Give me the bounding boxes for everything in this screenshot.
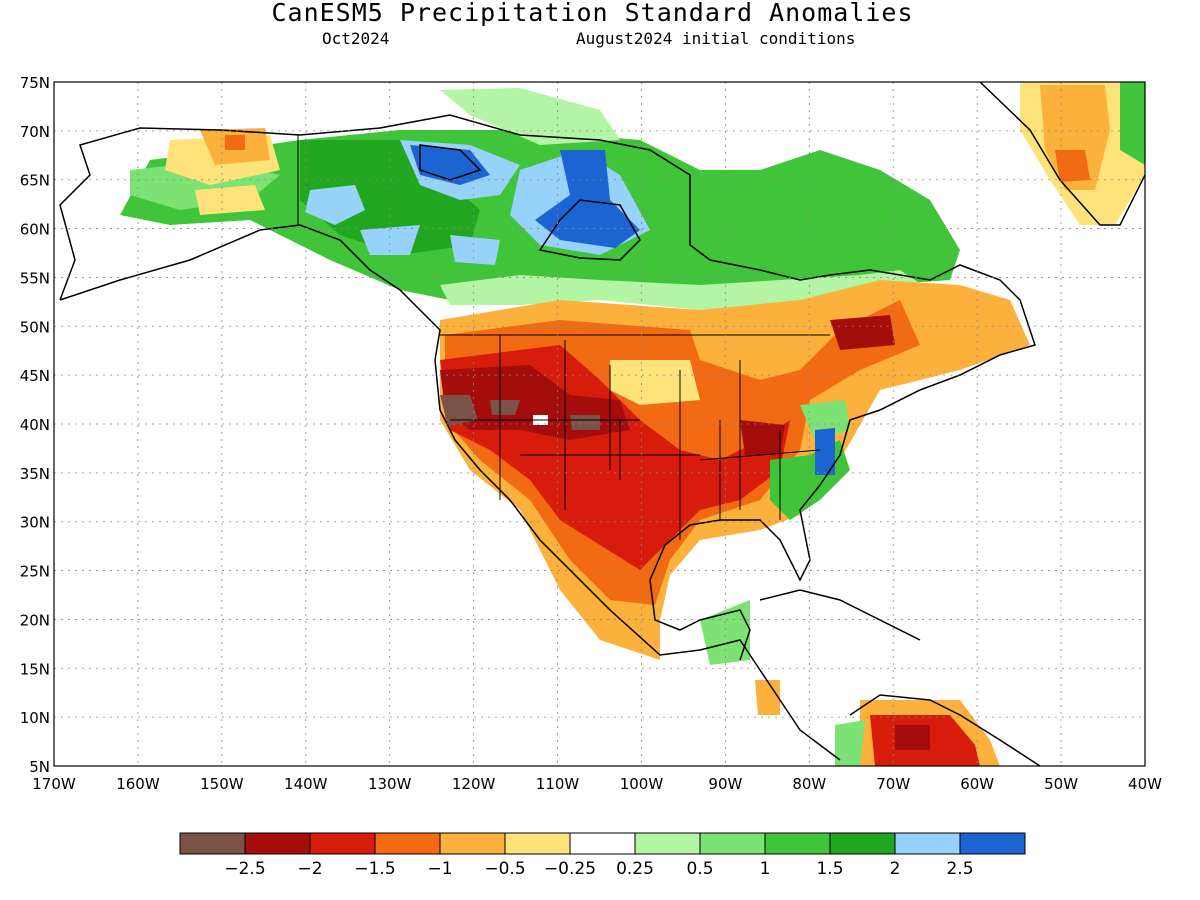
coastline [59, 224, 841, 761]
latitude-label: 60N [20, 221, 50, 239]
colorbar-swatch [439, 832, 506, 855]
colorbar-label: −1.5 [354, 859, 395, 879]
anomaly-region [305, 185, 365, 225]
colorbar-swatch [764, 832, 831, 855]
longitude-label: 150W [200, 775, 244, 793]
latitude-label: 25N [20, 563, 50, 581]
coastline [59, 127, 301, 301]
colorbar-label: −0.25 [544, 859, 596, 879]
longitude-label: 90W [708, 775, 742, 793]
colorbar [179, 832, 1026, 855]
coastline [538, 199, 641, 261]
anomaly-shading [120, 82, 1145, 766]
anomaly-region [450, 235, 500, 265]
latitude-label: 30N [20, 514, 50, 532]
longitude-label: 140W [284, 775, 328, 793]
graticule [53, 81, 1146, 767]
colorbar-swatch [699, 832, 766, 855]
colorbar-label: 0.25 [616, 859, 654, 879]
anomaly-region [300, 140, 480, 255]
colorbar-swatch [244, 832, 311, 855]
anomaly-region [360, 225, 420, 255]
anomaly-region [1055, 150, 1090, 182]
anomaly-region [440, 88, 620, 145]
latitude-label: 75N [20, 74, 50, 92]
latitude-label: 55N [20, 269, 50, 287]
colorbar-swatch [829, 832, 896, 855]
longitude-label: 50W [1044, 775, 1078, 793]
latitude-label: 15N [20, 660, 50, 678]
colorbar-label: 2.5 [946, 859, 973, 879]
longitude-label: 40W [1128, 775, 1162, 793]
colorbar-labels: −2.5 −2 −1.5 −1 −0.5 −0.25 0.25 0.5 1 1.5 2 2.5 [224, 859, 973, 879]
colorbar-label: −2 [297, 859, 322, 879]
latitude-label: 50N [20, 318, 50, 336]
colorbar-swatch [634, 832, 701, 855]
longitude-label: 160W [116, 775, 160, 793]
colorbar-swatch [959, 832, 1026, 855]
anomaly-region [535, 150, 640, 248]
forecast-month: Oct2024 [322, 29, 390, 48]
anomaly-region [570, 415, 600, 430]
anomaly-region [195, 185, 265, 215]
colorbar-label: −2.5 [224, 859, 265, 879]
anomaly-region [755, 680, 780, 715]
latitude-label: 70N [20, 123, 50, 141]
plot-frame [53, 81, 1146, 767]
longitude-label: 70W [876, 775, 910, 793]
anomaly-region [1120, 82, 1145, 165]
coastline [979, 82, 1145, 226]
anomaly-region [835, 720, 865, 766]
colorbar-swatch [504, 832, 571, 855]
colorbar-label: 1 [760, 859, 771, 879]
anomaly-region [610, 360, 700, 405]
colorbar-swatch [569, 832, 636, 855]
latitude-label: 20N [20, 611, 50, 629]
coastlines [59, 82, 1145, 766]
colorbar-swatch [374, 832, 441, 855]
anomaly-region [815, 428, 835, 475]
state-borders [297, 135, 830, 540]
colorbar-swatch [179, 832, 246, 855]
anomaly-region [490, 400, 520, 415]
colorbar-label: 2 [890, 859, 901, 879]
anomaly-region [895, 725, 930, 750]
initial-conditions: August2024 initial conditions [576, 29, 856, 48]
colorbar-label: −0.5 [484, 859, 525, 879]
map-title: CanESM5 Precipitation Standard Anomalies [271, 0, 914, 27]
latitude-label: 45N [20, 367, 50, 385]
coastline [849, 694, 1041, 766]
colorbar-label: −1 [427, 859, 452, 879]
colorbar-swatch [309, 832, 376, 855]
longitude-label: 170W [32, 775, 76, 793]
coastline [299, 114, 1036, 661]
longitude-label: 60W [960, 775, 994, 793]
latitude-labels: 75N 70N 65N 60N 55N 50N 45N 40N 35N 30N 25N 20N 15N 1… [20, 74, 50, 776]
latitude-label: 65N [20, 172, 50, 190]
longitude-label: 110W [536, 775, 580, 793]
anomaly-region [830, 315, 895, 350]
longitude-label: 130W [368, 775, 412, 793]
colorbar-label: 0.5 [686, 859, 713, 879]
latitude-label: 5N [29, 758, 50, 776]
coastline [759, 589, 921, 641]
anomaly-region [700, 600, 750, 665]
longitude-labels: 170W 160W 150W 140W 130W 120W 110W 100W 90W 80W 70… [32, 775, 1162, 793]
anomaly-region [800, 400, 850, 440]
latitude-label: 35N [20, 465, 50, 483]
anomaly-region [225, 135, 245, 150]
colorbar-label: 1.5 [816, 859, 843, 879]
colorbar-swatch [894, 832, 961, 855]
latitude-label: 40N [20, 416, 50, 434]
latitude-label: 10N [20, 709, 50, 727]
longitude-label: 100W [620, 775, 664, 793]
coastline [419, 144, 482, 181]
anomaly-region [740, 420, 785, 455]
longitude-label: 120W [452, 775, 496, 793]
anomaly-region [410, 145, 490, 185]
anomaly-region [440, 395, 478, 426]
longitude-label: 80W [792, 775, 826, 793]
